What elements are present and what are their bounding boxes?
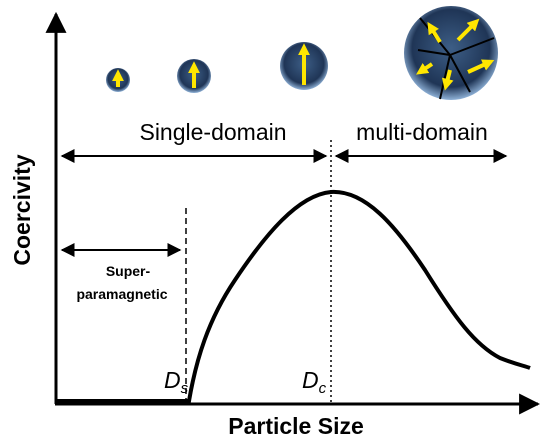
particles bbox=[106, 6, 498, 100]
dc-main: D bbox=[302, 367, 319, 393]
multi-domain-label: multi-domain bbox=[356, 119, 488, 145]
ds-label: Ds bbox=[164, 367, 189, 397]
dc-sub: c bbox=[319, 380, 327, 397]
y-axis-label: Coercivity bbox=[9, 154, 35, 265]
dc-label: Dc bbox=[302, 367, 327, 397]
superparamagnetic-label: Super- bbox=[106, 263, 151, 279]
x-axis-label: Particle Size bbox=[228, 413, 364, 439]
diagram: Coercivity Particle Size Single-domain m… bbox=[0, 0, 542, 441]
superparamagnetic-label: paramagnetic bbox=[76, 286, 167, 302]
ds-main: D bbox=[164, 367, 181, 393]
ds-sub: s bbox=[181, 380, 189, 397]
single-domain-label: Single-domain bbox=[139, 119, 286, 145]
